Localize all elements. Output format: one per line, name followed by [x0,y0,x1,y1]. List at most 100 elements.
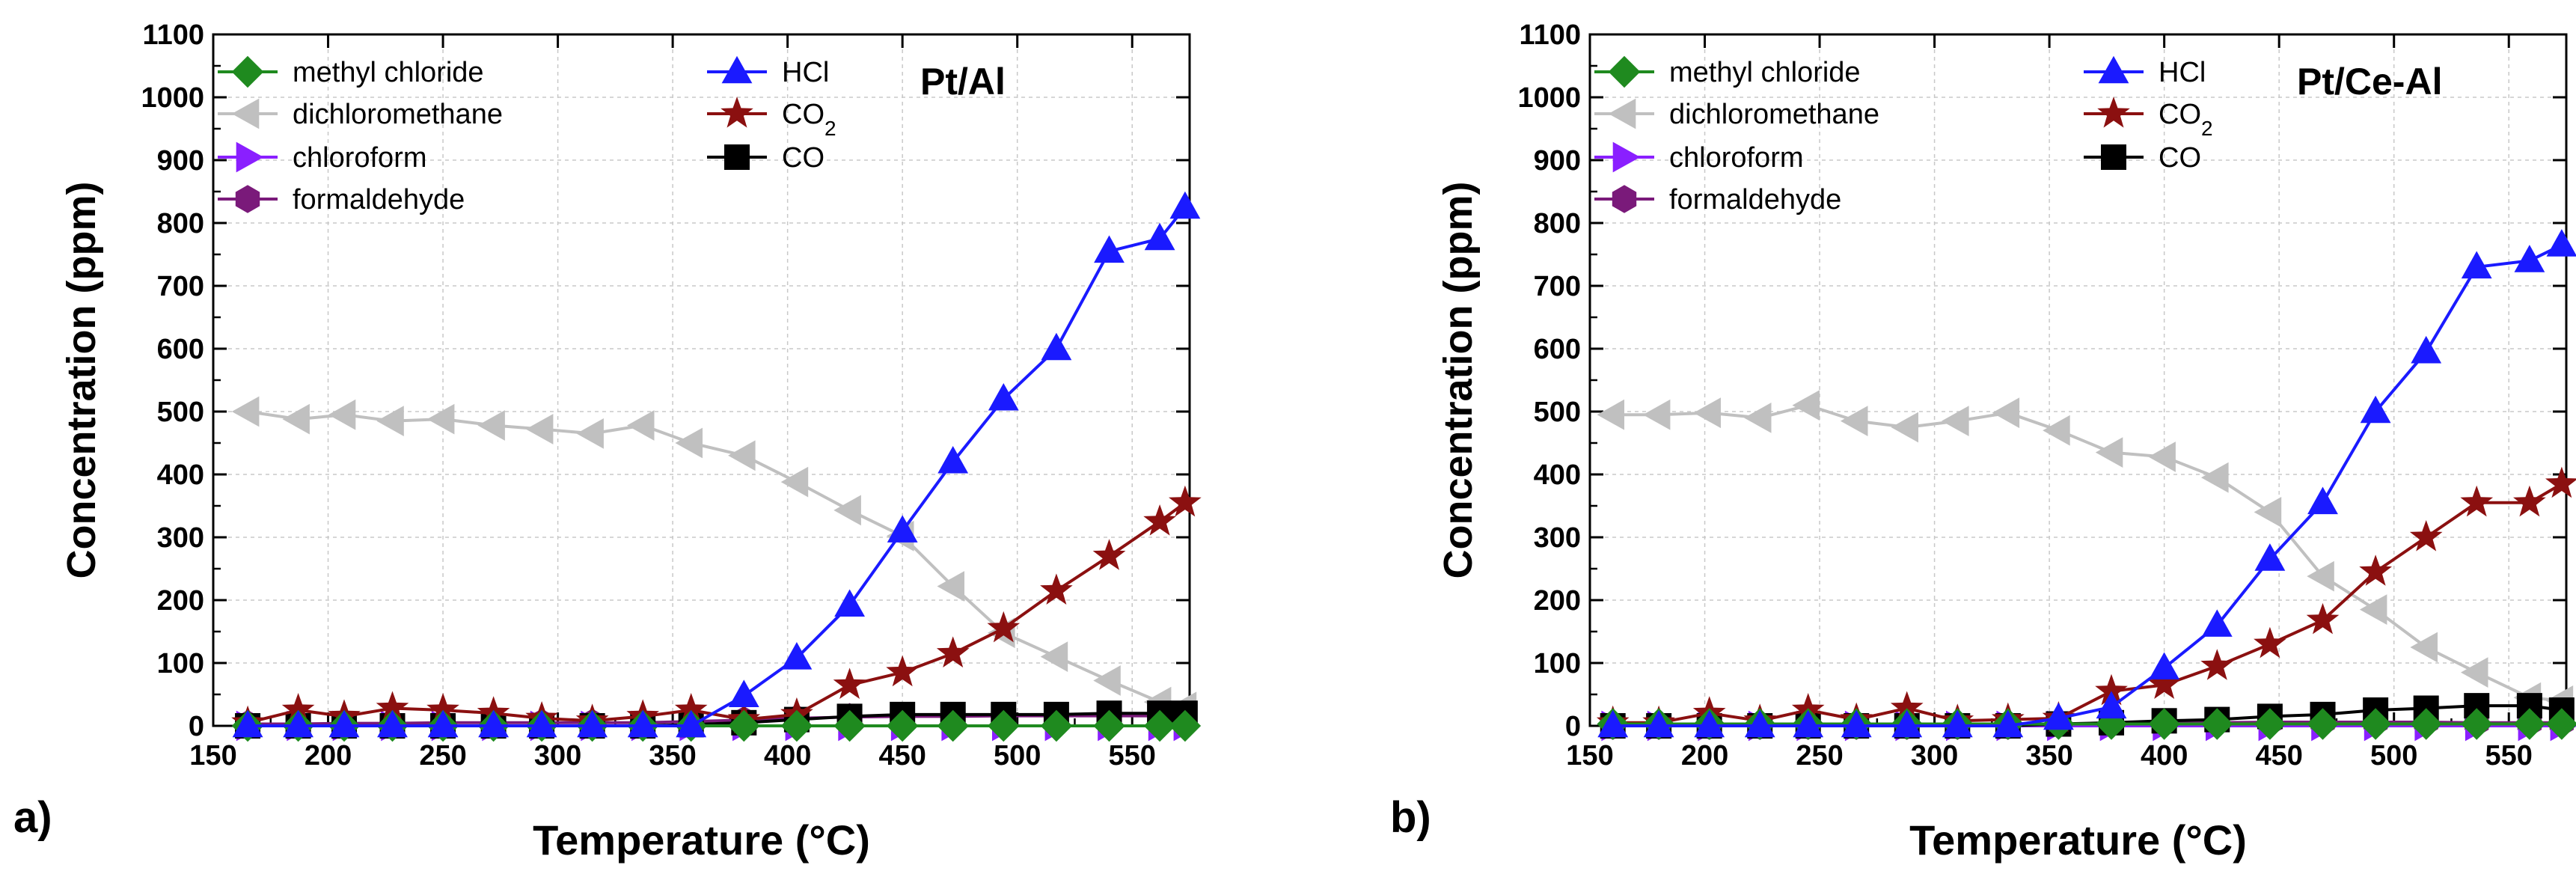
y-tick-label: 200 [1534,585,1581,617]
y-tick-label: 900 [1534,145,1581,177]
data-point-methyl-chloride [1169,709,1202,742]
legend: methyl chloride dichloromethane chloroform… [218,55,836,216]
data-point-methyl-chloride [2461,708,2493,740]
data-point-dichloromethane [937,571,964,602]
data-point-CO2 [281,693,315,724]
legend-item-CO: CO [707,142,824,174]
data-point-CO2 [2513,485,2546,517]
legend-marker-CO [2101,144,2126,170]
legend-marker-HCl [2098,55,2129,84]
x-tick-label: 200 [1681,740,1728,771]
y-tick-label: 300 [157,522,204,554]
legend: methyl chloride dichloromethane chloroform… [1594,55,2213,216]
data-point-dichloromethane [728,440,756,471]
data-point-HCl [1094,235,1125,263]
data-point-HCl [1793,709,1824,738]
x-tick-label: 350 [649,740,696,771]
series-HCl [1597,229,2576,738]
gridlines [213,34,1190,726]
data-point-CO2 [2147,667,2181,699]
data-point-methyl-chloride [780,709,813,742]
x-axis-title: Temperature (°C) [1909,816,2247,864]
y-tick-label: 600 [1534,334,1581,365]
data-point-HCl [2546,229,2576,257]
legend-item-dichloromethane: dichloromethane [218,98,503,130]
chart-panel-a: 150 200 250 300 350 400 450 500 550 0 100 200 300 400… [13,19,1202,864]
legend-label-subscript: 2 [2201,117,2213,140]
data-point-CO2 [1169,485,1202,517]
y-tick-label: 500 [1534,397,1581,428]
legend-label: dichloromethane [293,99,503,130]
legend-marker-CO2 [2097,97,2130,128]
data-point-CO2 [987,611,1021,643]
data-point-CO2 [1092,539,1126,570]
y-axis-title: Concentration (ppm) [1436,182,1481,579]
y-tick-label: 400 [1534,459,1581,491]
x-tick-label: 500 [994,740,1041,771]
x-tick-label: 350 [2025,740,2072,771]
data-point-methyl-chloride [2201,708,2233,740]
data-point-CO2 [2545,466,2576,498]
legend-label: chloroform [293,142,427,174]
data-point-dichloromethane [576,418,604,449]
legend-item-CO2: CO2 [2084,97,2213,140]
legend-item-methyl-chloride: methyl chloride [218,55,484,88]
legend-item-CO2: CO2 [707,97,836,140]
data-point-dichloromethane [1093,665,1121,696]
data-point-CO2 [376,691,409,722]
legend-marker-HCl [721,55,753,84]
data-point-methyl-chloride [886,709,919,742]
data-point-methyl-chloride [1093,709,1125,742]
data-point-HCl [1041,332,1072,361]
y-tick-label: 100 [1534,648,1581,679]
data-point-CO2 [833,667,866,699]
data-point-HCl [328,709,360,738]
chart-panel-b: 150 200 250 300 350 400 450 500 550 0 100 200 300 400… [1390,19,2576,864]
series-line-HCl [248,206,1187,727]
legend-marker-chloroform [236,141,264,173]
y-tick-label: 900 [157,145,204,177]
data-point-HCl [1992,709,2024,738]
x-tick-label: 250 [1796,740,1843,771]
data-point-HCl [2043,702,2074,730]
legend-item-formaldehyde: formaldehyde [218,184,465,216]
y-tick-label: 400 [157,459,204,491]
data-point-dichloromethane [525,414,554,444]
data-point-CO2 [1890,691,1924,722]
x-tick-label: 250 [419,740,466,771]
data-point-dichloromethane [2254,497,2282,528]
data-point-HCl [1942,709,1973,738]
x-tick-label: 200 [305,740,352,771]
legend-marker-formaldehyde [235,185,260,213]
data-point-HCl [2096,691,2127,719]
legend-label: CO2 [782,99,836,140]
data-point-CO2 [936,636,970,667]
legend-label: HCl [782,57,829,88]
x-tick-label: 550 [2485,740,2533,771]
legend-marker-methyl-chloride [231,55,264,88]
legend-label-subscript: 2 [824,117,836,140]
data-point-methyl-chloride [2545,708,2576,740]
legend-label: methyl chloride [293,57,484,88]
x-axis-title: Temperature (°C) [533,816,870,864]
data-point-methyl-chloride [988,709,1020,742]
panel-title: Pt/Ce-Al [2297,61,2442,103]
series-line-CO2 [247,501,1187,724]
data-point-dichloromethane [2148,441,2176,472]
data-point-dichloromethane [328,399,356,430]
data-point-HCl [2514,245,2545,272]
x-tick-label: 450 [878,740,926,771]
data-point-dichloromethane [1792,390,1820,421]
data-point-CO2 [2306,602,2340,635]
data-point-dichloromethane [675,427,703,459]
data-point-CO2 [2254,626,2286,659]
y-tick-label: 200 [157,585,204,617]
legend-item-chloroform: chloroform [1594,141,1804,174]
data-point-dichloromethane [1642,399,1671,430]
panel-label: b) [1390,793,1431,842]
data-point-HCl [781,642,813,670]
data-point-CO2 [426,693,459,724]
data-point-HCl [577,709,608,738]
y-tick-label: 1000 [141,82,204,114]
data-point-methyl-chloride [1143,709,1176,742]
